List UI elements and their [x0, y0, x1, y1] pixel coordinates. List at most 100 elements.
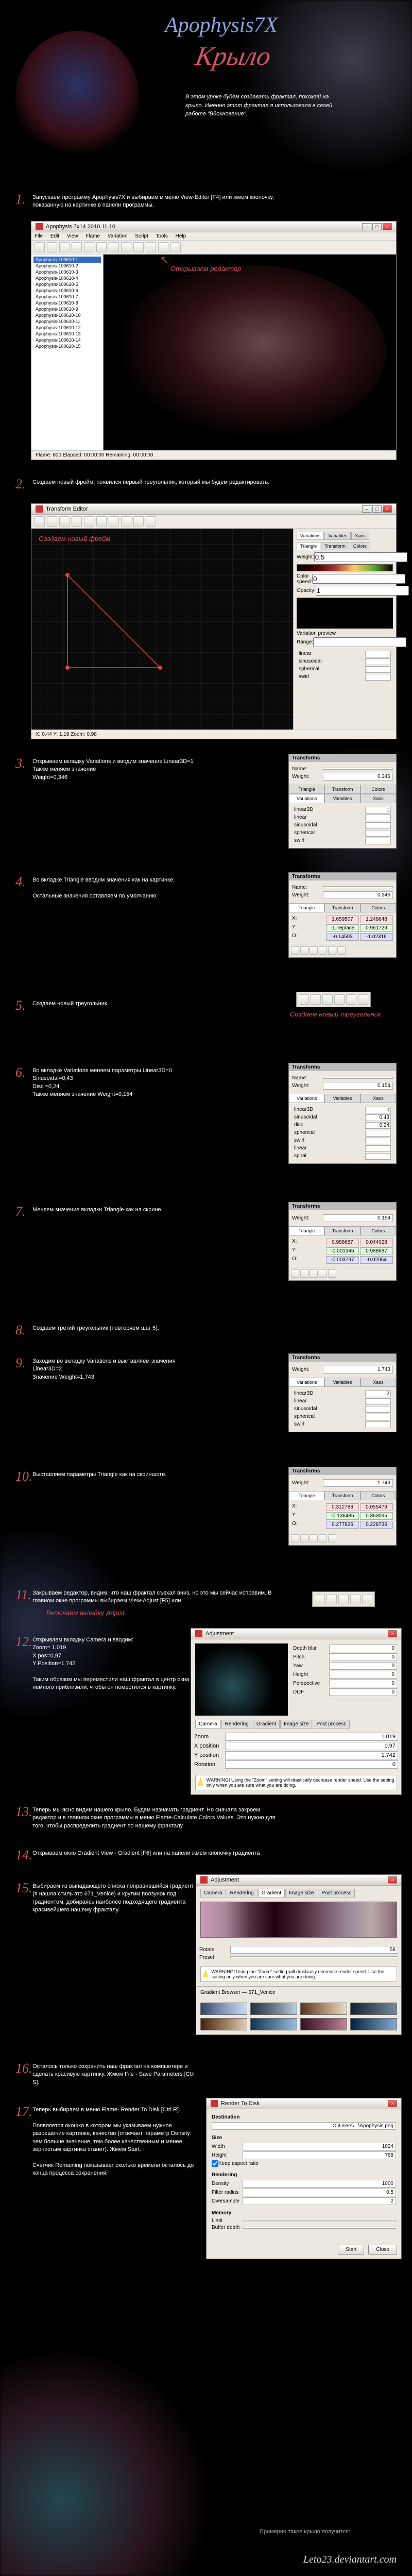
toolbar-button[interactable]	[310, 946, 318, 955]
list-item[interactable]: Apophysis-100610-10	[33, 312, 101, 318]
tab-colors[interactable]: Colors	[360, 785, 396, 794]
list-item[interactable]: Apophysis-100610-7	[33, 294, 101, 300]
tab-xaos[interactable]: Xaos	[360, 1094, 396, 1103]
toolbar-button[interactable]	[146, 242, 156, 252]
var-input[interactable]	[365, 1398, 391, 1405]
var-input[interactable]	[365, 807, 391, 814]
gradient-item[interactable]	[200, 2018, 247, 2030]
o-g[interactable]	[360, 933, 393, 941]
toolbar-button[interactable]	[84, 516, 94, 527]
var-input[interactable]	[365, 838, 391, 844]
var-input[interactable]	[365, 815, 391, 821]
tab-transform[interactable]: Transform	[324, 1226, 360, 1235]
buffer-field[interactable]	[243, 2227, 396, 2229]
ypos-field[interactable]: 1.742	[225, 1751, 398, 1759]
tab-camera[interactable]: Camera	[195, 1720, 221, 1728]
toolbar-button[interactable]	[35, 242, 45, 252]
tab-postprocess[interactable]: Post process	[313, 1720, 350, 1728]
dest-field[interactable]: C:\Users\...\Apophysis.png	[212, 2122, 396, 2130]
density-field[interactable]: 1000	[243, 2180, 396, 2188]
toolbar-button[interactable]	[350, 1594, 360, 1604]
color-speed-input[interactable]	[312, 574, 405, 584]
list-item[interactable]: Apophysis-100610-11	[33, 318, 101, 325]
toolbar-button[interactable]	[291, 946, 299, 955]
toolbar-button[interactable]	[328, 1534, 336, 1543]
toolbar-button[interactable]	[319, 946, 327, 955]
name-field[interactable]	[323, 768, 393, 770]
list-item[interactable]: Apophysis-100610-6	[33, 287, 101, 294]
tab-gradient[interactable]: Gradient	[253, 1720, 280, 1728]
var-input[interactable]	[365, 1130, 391, 1137]
var-input[interactable]	[365, 658, 391, 665]
o-r[interactable]	[326, 1256, 359, 1264]
menu-script[interactable]: Script	[135, 233, 148, 239]
var-input[interactable]	[365, 1114, 391, 1121]
toolbar-button[interactable]	[300, 1269, 308, 1278]
toolbar-button[interactable]	[121, 516, 131, 527]
toolbar-button[interactable]	[328, 1269, 336, 1278]
gradient-item[interactable]	[250, 2003, 297, 2015]
y-r[interactable]	[326, 1512, 359, 1520]
var-input[interactable]	[365, 1122, 391, 1129]
var-input[interactable]	[365, 674, 391, 681]
tab-triangle[interactable]: Triangle	[289, 785, 324, 794]
transform-triangle[interactable]	[62, 570, 165, 673]
x-r[interactable]	[326, 1239, 359, 1246]
name-field[interactable]	[323, 886, 393, 888]
toolbar-button[interactable]	[109, 242, 119, 252]
maximize-button[interactable]: □	[372, 505, 382, 513]
editor-canvas[interactable]: Создаем новый фрейм	[31, 529, 293, 730]
gradient-item[interactable]	[200, 2003, 247, 2015]
pitch-field[interactable]: 0	[329, 1653, 397, 1661]
list-item[interactable]: Apophysis-100610-14	[33, 337, 101, 343]
gradient-item[interactable]	[350, 2003, 397, 2015]
toolbar-button[interactable]	[47, 516, 57, 527]
list-item[interactable]: Apophysis-100610-15	[33, 343, 101, 349]
toolbar-button[interactable]	[310, 1269, 318, 1278]
toolbar-button[interactable]	[315, 1594, 325, 1604]
rot-field[interactable]: 0	[225, 1760, 398, 1769]
close-button[interactable]: Close	[368, 2245, 397, 2255]
tab-triangle[interactable]: Triangle	[289, 903, 324, 912]
list-item[interactable]: Apophysis-100610-13	[33, 331, 101, 337]
x-r[interactable]	[326, 1503, 359, 1511]
weight-field[interactable]: 0.154	[323, 1214, 393, 1222]
tab-transform[interactable]: Transform	[324, 785, 360, 794]
oversample-field[interactable]: 2	[243, 2197, 396, 2205]
tab-colors[interactable]: Colors	[360, 1491, 396, 1500]
tab-triangle[interactable]: Triangle	[289, 1226, 324, 1235]
tab-transform[interactable]: Transform	[324, 1491, 360, 1500]
tab-rendering[interactable]: Rendering	[221, 1720, 252, 1728]
toolbar-button[interactable]	[35, 516, 45, 527]
toolbar-button[interactable]	[158, 242, 168, 252]
y-g[interactable]	[360, 1247, 393, 1255]
var-input[interactable]	[365, 666, 391, 673]
o-g[interactable]	[360, 1521, 393, 1529]
tab-variations[interactable]: Variations	[289, 1378, 324, 1387]
toolbar-button[interactable]	[300, 946, 308, 955]
toolbar-button[interactable]	[322, 994, 333, 1005]
tab-postprocess[interactable]: Post process	[318, 1889, 355, 1897]
name-field[interactable]	[323, 1077, 393, 1079]
weight-field[interactable]: 0.346	[323, 773, 393, 781]
var-input[interactable]	[365, 1153, 391, 1160]
tab-variations[interactable]: Variations	[289, 794, 324, 803]
toolbar-button[interactable]	[327, 1594, 337, 1604]
toolbar-button[interactable]	[300, 1534, 308, 1543]
toolbar-button[interactable]	[109, 516, 119, 527]
x-g[interactable]	[360, 1503, 393, 1511]
toolbar-button[interactable]	[133, 242, 144, 252]
preset-field[interactable]	[230, 1956, 398, 1958]
toolbar-button[interactable]	[72, 516, 82, 527]
tab-imagesize[interactable]: Image size	[285, 1889, 317, 1897]
var-input[interactable]	[365, 1107, 391, 1113]
range-input[interactable]	[313, 637, 406, 647]
minimize-button[interactable]: –	[362, 223, 371, 230]
x-g[interactable]	[360, 916, 393, 923]
menu-help[interactable]: Help	[176, 233, 186, 239]
tab-rendering[interactable]: Rendering	[227, 1889, 258, 1897]
menu-variation[interactable]: Variation	[108, 233, 128, 239]
tab-triangle[interactable]: Triangle	[289, 1491, 324, 1500]
toolbar-button[interactable]	[291, 1534, 299, 1543]
persp-field[interactable]: 0	[329, 1680, 397, 1687]
